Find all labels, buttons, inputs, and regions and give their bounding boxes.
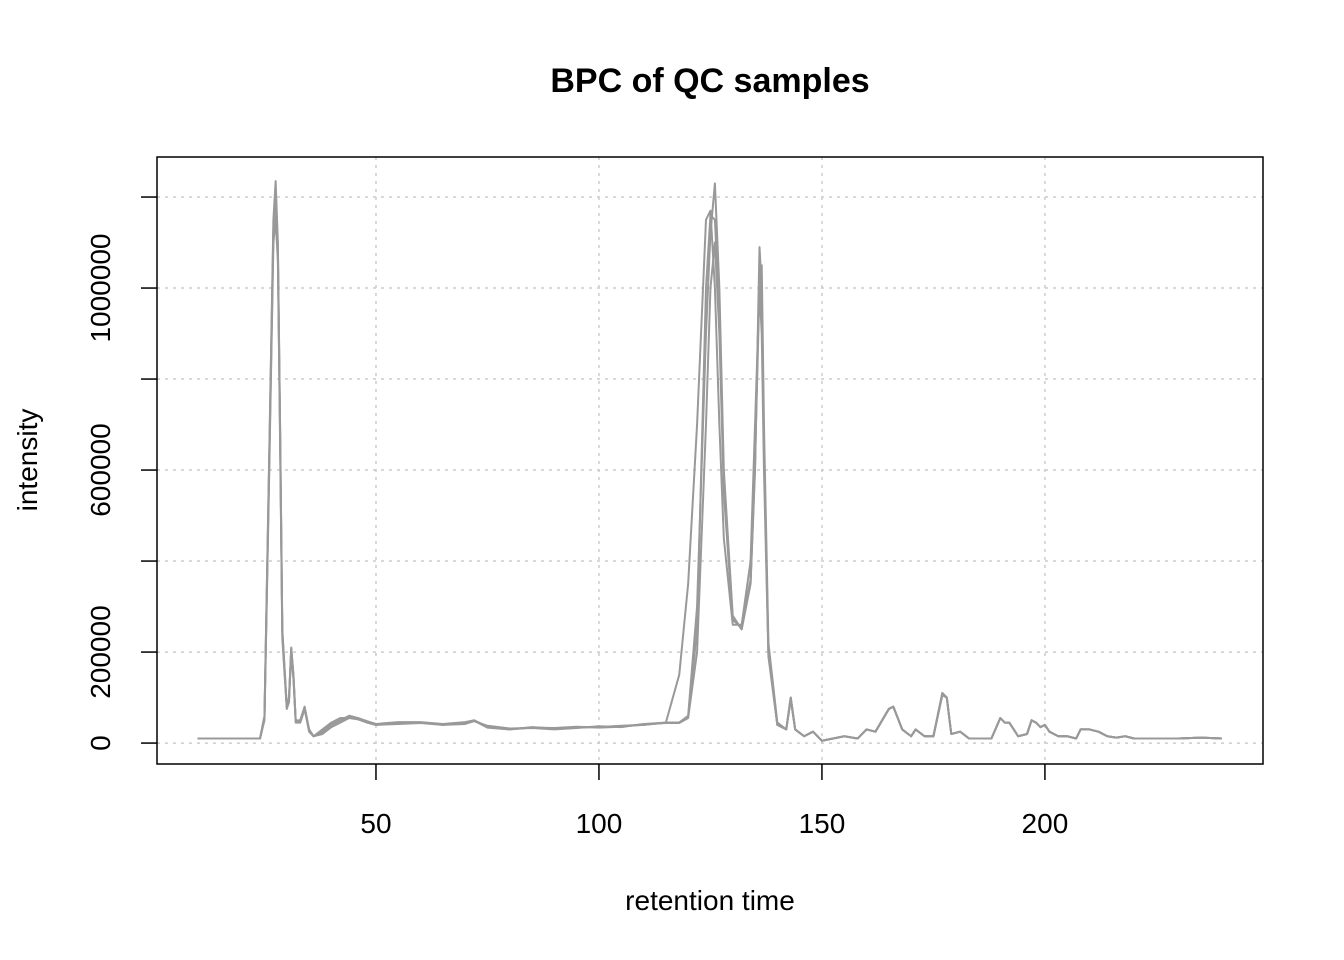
x-axis-label: retention time	[625, 885, 795, 916]
x-tick-label: 200	[1022, 808, 1069, 839]
y-tick-label: 200000	[85, 605, 116, 698]
x-tick-label: 100	[576, 808, 623, 839]
chart-title: BPC of QC samples	[550, 62, 869, 100]
x-tick-label: 150	[799, 808, 846, 839]
y-tick-label: 1000000	[85, 234, 116, 343]
y-tick-label: 0	[85, 735, 116, 751]
y-tick-label: 600000	[85, 423, 116, 516]
series-line	[197, 196, 1223, 742]
x-tick-label: 50	[360, 808, 391, 839]
plot-frame	[156, 156, 1264, 765]
y-axis-label: intensity	[12, 409, 43, 512]
